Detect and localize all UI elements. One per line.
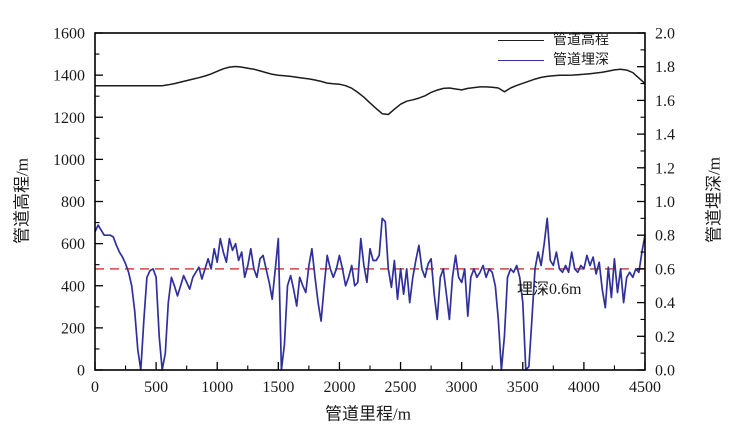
y-left-tick-label: 1600 [53,26,85,43]
x-tick-label: 1500 [262,379,294,396]
y-left-tick-label: 400 [61,278,85,295]
y-right-tick-label: 1.8 [655,59,675,76]
y-left-axis-title: 管道高程/m [12,158,32,244]
y-left-tick-label: 200 [61,320,85,337]
y-left-tick-label: 1400 [53,68,85,85]
y-left-tick-label: 0 [77,363,85,380]
x-axis-title: 管道里程/m [325,404,411,424]
elevation-line [95,65,646,116]
burial-depth-line-sample-icon [498,60,544,61]
x-tick-label: 500 [144,379,168,396]
annotation-depth-0.6m: 埋深0.6m [517,281,582,298]
y-right-tick-label: 0.0 [655,363,675,380]
y-left-tick-label: 600 [61,236,85,253]
y-right-tick-label: 0.2 [655,329,675,346]
elevation-line-sample-icon [498,40,544,41]
legend: 管道高程 管道埋深 [498,32,609,69]
y-right-tick-label: 0.6 [655,261,675,278]
legend-label-burial-depth: 管道埋深 [553,53,609,68]
x-tick-label: 0 [91,379,99,396]
y-right-tick-label: 1.6 [655,93,675,110]
x-tick-label: 2000 [323,379,355,396]
y-left-tick-label: 1200 [53,110,85,127]
y-right-tick-label: 1.2 [655,160,675,177]
y-right-tick-label: 1.4 [655,127,675,144]
x-tick-label: 4000 [568,379,600,396]
y-right-tick-label: 2.0 [655,26,675,43]
y-right-axis-title: 管道埋深/m [704,157,724,243]
burial-depth-line [94,217,646,371]
legend-item-burial-depth: 管道埋深 [498,52,609,69]
x-tick-label: 1000 [201,379,233,396]
legend-item-elevation: 管道高程 [498,32,609,49]
x-tick-label: 4500 [629,379,661,396]
y-left-tick-label: 1000 [53,152,85,169]
legend-label-elevation: 管道高程 [553,33,609,48]
x-tick-label: 3500 [507,379,539,396]
y-left-tick-label: 800 [61,194,85,211]
y-right-tick-label: 0.8 [655,228,675,245]
y-right-tick-label: 0.4 [655,295,675,312]
x-tick-label: 2500 [385,379,417,396]
x-tick-label: 3000 [446,379,478,396]
y-right-tick-label: 1.0 [655,194,675,211]
